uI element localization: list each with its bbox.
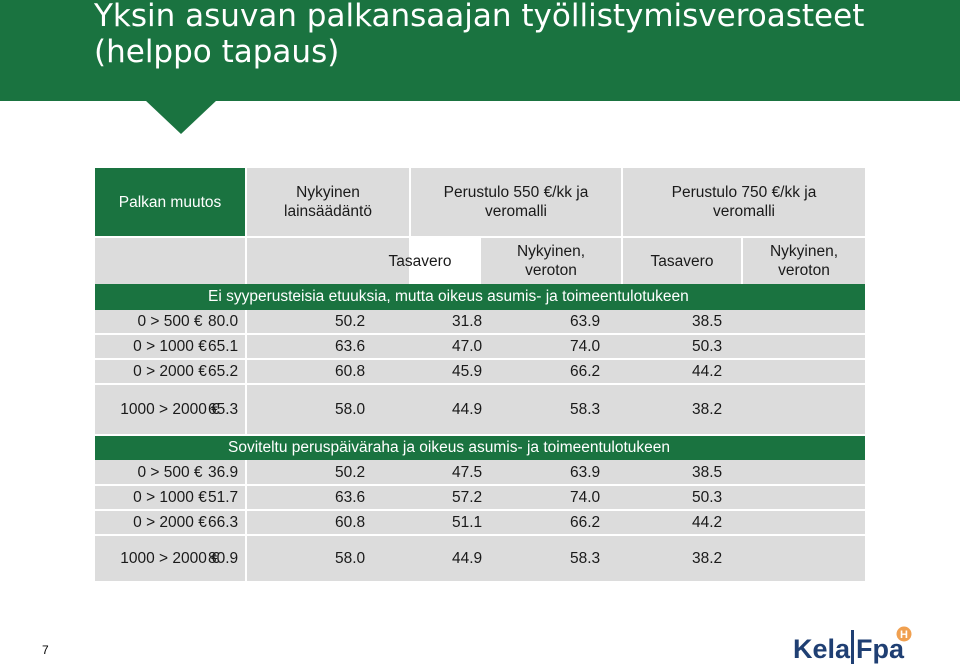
section2-banner: Soviteltu peruspäiväraha ja oikeus asumi…	[95, 436, 865, 460]
header-tasavero-1: Tasavero	[361, 238, 481, 284]
value-cell: 58.0	[335, 550, 366, 567]
row-values-bg	[247, 335, 865, 358]
value-cell: 60.8	[335, 363, 366, 380]
header-palkan-muutos: Palkan muutos	[95, 168, 247, 236]
table-header-row-2: Tasavero Nykyinen, veroton Tasavero Nyky…	[95, 238, 865, 284]
title-bar: Yksin asuvan palkansaajan työllistymisve…	[0, 0, 960, 101]
table-header-row-1: Palkan muutos Nykyinen lainsäädäntö Peru…	[95, 168, 865, 236]
value-cell: 58.3	[570, 401, 601, 418]
table-row: 0 > 1000 €51.7 63.6 57.2 74.0 50.3	[95, 486, 865, 511]
value-cell: 38.2	[692, 401, 723, 418]
row-label: 0 > 500 €	[95, 310, 247, 333]
value-cell: 44.9	[452, 550, 483, 567]
value-cell: 58.0	[335, 401, 366, 418]
value-cell: 63.9	[570, 463, 601, 481]
header-nykyinen-veroton-2: Nykyinen, veroton	[743, 238, 865, 284]
value-cell: 65.1	[208, 338, 239, 355]
value-cell: 38.5	[692, 463, 723, 481]
value-cell: 50.3	[692, 489, 723, 506]
logo-divider	[851, 630, 854, 664]
row-values-bg	[247, 385, 865, 434]
value-cell: 51.1	[452, 514, 483, 531]
value-cell: 36.9	[208, 463, 239, 481]
value-cell: 80.9	[208, 550, 239, 567]
header-perustulo-750: Perustulo 750 €/kk ja veromalli	[623, 168, 865, 236]
row-label: 1000 > 2000 €	[95, 385, 247, 434]
row-label: 0 > 500 €	[95, 460, 247, 484]
row-label: 0 > 2000 €	[95, 511, 247, 534]
value-cell: 57.2	[452, 489, 483, 506]
logo-badge-icon	[896, 626, 912, 642]
table-row: 0 > 500 €36.9 50.2 47.5 63.9 38.5	[95, 460, 865, 486]
slide-title: Yksin asuvan palkansaajan työllistymisve…	[94, 0, 934, 70]
row-label: 0 > 2000 €	[95, 360, 247, 383]
row-values-bg	[247, 310, 865, 333]
row-label: 0 > 1000 €	[95, 335, 247, 358]
value-cell: 63.6	[335, 338, 366, 355]
value-cell: 44.9	[452, 401, 483, 418]
value-cell: 44.2	[692, 514, 723, 531]
logo-badge-letter: H	[900, 629, 908, 641]
slide-number: 7	[42, 643, 49, 657]
table-row: 1000 > 2000 €65.3 58.0 44.9 58.3 38.2	[95, 385, 865, 436]
row-label: 1000 > 2000 €	[95, 536, 247, 581]
value-cell: 45.9	[452, 363, 483, 380]
table-row: 1000 > 2000 €80.9 58.0 44.9 58.3 38.2	[95, 536, 865, 583]
table-row: 0 > 2000 €65.2 60.8 45.9 66.2 44.2	[95, 360, 865, 385]
value-cell: 51.7	[208, 489, 239, 506]
row-values-bg	[247, 536, 865, 581]
value-cell: 66.2	[570, 363, 601, 380]
value-cell: 47.5	[452, 463, 483, 481]
value-cell: 47.0	[452, 338, 483, 355]
value-cell: 58.3	[570, 550, 601, 567]
header-blank-2	[247, 238, 411, 284]
slide-title-line1: Yksin asuvan palkansaajan työllistymisve…	[94, 0, 865, 34]
value-cell: 63.6	[335, 489, 366, 506]
value-cell: 50.2	[335, 313, 366, 330]
section1-banner: Ei syyperusteisia etuuksia, mutta oikeus…	[95, 284, 865, 310]
table-row: 0 > 1000 €65.1 63.6 47.0 74.0 50.3	[95, 335, 865, 360]
value-cell: 50.2	[335, 463, 366, 481]
row-values-bg	[247, 486, 865, 509]
header-nykyinen-lainsaadanto: Nykyinen lainsäädäntö	[247, 168, 411, 236]
value-cell: 31.8	[452, 313, 483, 330]
table-row: 0 > 500 €80.0 50.2 31.8 63.9 38.5	[95, 310, 865, 335]
logo-text-fpa: Fpa	[856, 634, 905, 664]
value-cell: 38.5	[692, 313, 723, 330]
title-bar-notch	[145, 100, 217, 134]
value-cell: 65.3	[208, 401, 239, 418]
header-tasavero-2: Tasavero	[623, 238, 743, 284]
row-values-bg	[247, 360, 865, 383]
row-label: 0 > 1000 €	[95, 486, 247, 509]
row-values-bg	[247, 460, 865, 484]
logo-text-kela: Kela	[793, 634, 851, 664]
value-cell: 60.8	[335, 514, 366, 531]
value-cell: 74.0	[570, 489, 601, 506]
value-cell: 66.2	[570, 514, 601, 531]
value-cell: 44.2	[692, 363, 723, 380]
header-nykyinen-veroton-1: Nykyinen, veroton	[481, 238, 623, 284]
value-cell: 80.0	[208, 313, 239, 330]
value-cell: 65.2	[208, 363, 239, 380]
kela-fpa-logo: Kela Fpa H	[793, 626, 912, 664]
header-perustulo-550: Perustulo 550 €/kk ja veromalli	[411, 168, 623, 236]
slide-title-line2: (helppo tapaus)	[94, 34, 340, 70]
table-row: 0 > 2000 €66.3 60.8 51.1 66.2 44.2	[95, 511, 865, 536]
value-cell: 50.3	[692, 338, 723, 355]
header-empty	[95, 238, 247, 284]
value-cell: 66.3	[208, 514, 239, 531]
row-values-bg	[247, 511, 865, 534]
value-cell: 63.9	[570, 313, 601, 330]
value-cell: 38.2	[692, 550, 723, 567]
value-cell: 74.0	[570, 338, 601, 355]
